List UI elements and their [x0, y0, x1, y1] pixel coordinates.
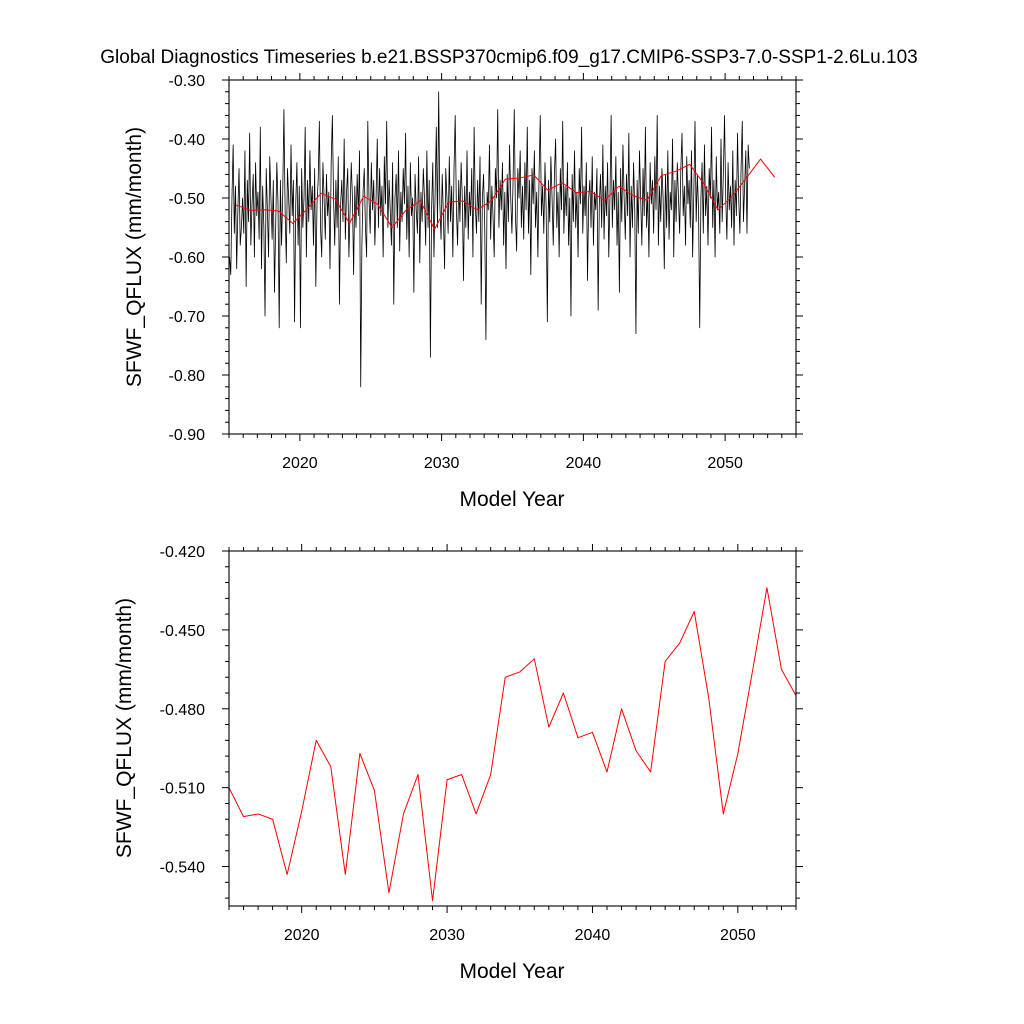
- top-ticks: [222, 73, 803, 441]
- bottom-y-axis-label: SFWF_QFLUX (mm/month): [113, 598, 136, 858]
- y-tick-label: -0.540: [160, 860, 205, 877]
- y-tick-label: -0.60: [169, 250, 206, 267]
- y-tick-label: -0.70: [169, 309, 206, 326]
- y-tick-label: -0.80: [169, 368, 206, 385]
- bottom-x-axis-label: Model Year: [459, 960, 564, 983]
- top-plot-frame: [228, 79, 797, 435]
- x-tick-label: 2020: [284, 927, 320, 944]
- y-tick-label: -0.450: [160, 623, 205, 640]
- x-tick-label: 2040: [566, 455, 602, 472]
- top-y-axis-label: SFWF_QFLUX (mm/month): [123, 127, 146, 387]
- bottom-series: [228, 587, 797, 902]
- x-tick-label: 2030: [429, 927, 465, 944]
- y-tick-label: -0.480: [160, 702, 205, 719]
- figure-title: Global Diagnostics Timeseries b.e21.BSSP…: [100, 47, 917, 68]
- y-tick-label: -0.30: [169, 73, 206, 90]
- y-tick-label: -0.50: [169, 191, 206, 208]
- bottom-y-tick-labels: -0.540 -0.510 -0.480 -0.450 -0.420: [160, 544, 205, 877]
- series-line-2: [235, 158, 776, 230]
- top-y-tick-labels: -0.90 -0.80 -0.70 -0.60 -0.50 -0.40 -0.30: [169, 73, 206, 444]
- x-tick-label: 2040: [575, 927, 611, 944]
- y-tick-label: -0.510: [160, 781, 205, 798]
- y-tick-label: -0.420: [160, 544, 205, 561]
- x-tick-label: 2030: [424, 455, 460, 472]
- top-series: [229, 91, 776, 388]
- top-panel: -0.90 -0.80 -0.70 -0.60 -0.50 -0.40 -0.30 2020…: [123, 73, 803, 511]
- y-tick-label: -0.40: [169, 132, 206, 149]
- bottom-plot-frame: [228, 550, 797, 907]
- x-tick-label: 2020: [282, 455, 318, 472]
- bottom-panel: -0.540-0.510-0.480-0.450-0.420 2020 2030 2…: [113, 544, 803, 983]
- bottom-x-tick-labels: 2020 2030 2040 2050: [284, 927, 756, 944]
- top-x-tick-labels: 2020 2030 2040 2050: [282, 455, 743, 472]
- top-x-axis-label: Model Year: [459, 488, 564, 511]
- bottom-ticks: [222, 544, 803, 913]
- series-line-1: [229, 91, 750, 388]
- x-tick-label: 2050: [707, 455, 743, 472]
- series-line-1: [228, 587, 797, 902]
- y-tick-label: -0.90: [169, 427, 206, 444]
- x-tick-label: 2050: [720, 927, 756, 944]
